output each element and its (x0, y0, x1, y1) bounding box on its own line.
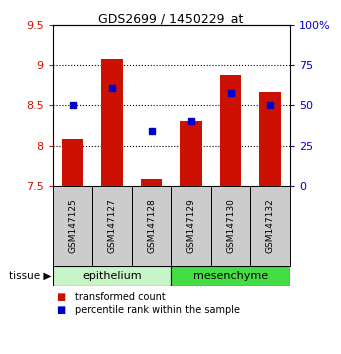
Text: percentile rank within the sample: percentile rank within the sample (75, 305, 240, 315)
FancyBboxPatch shape (211, 186, 250, 266)
Text: GSM147128: GSM147128 (147, 198, 156, 253)
Text: GSM147125: GSM147125 (68, 198, 77, 253)
Bar (101, 59, 123, 186)
Text: GSM147127: GSM147127 (108, 198, 117, 253)
Bar (141, 179, 162, 186)
FancyBboxPatch shape (132, 186, 171, 266)
Bar (259, 92, 281, 186)
Text: GSM147129: GSM147129 (187, 198, 196, 253)
Text: GSM147130: GSM147130 (226, 198, 235, 253)
FancyBboxPatch shape (92, 186, 132, 266)
Text: transformed count: transformed count (75, 292, 166, 302)
Text: GDS2699 / 1450229_at: GDS2699 / 1450229_at (98, 12, 243, 25)
Text: ■: ■ (56, 292, 65, 302)
FancyBboxPatch shape (53, 266, 171, 286)
Text: tissue ▶: tissue ▶ (9, 271, 51, 281)
Bar (180, 121, 202, 186)
Text: epithelium: epithelium (82, 271, 142, 281)
Text: GSM147132: GSM147132 (266, 198, 275, 253)
Text: mesenchyme: mesenchyme (193, 271, 268, 281)
Text: ■: ■ (56, 305, 65, 315)
Bar (220, 75, 241, 186)
FancyBboxPatch shape (171, 266, 290, 286)
FancyBboxPatch shape (171, 186, 211, 266)
FancyBboxPatch shape (250, 186, 290, 266)
Bar (62, 139, 84, 186)
FancyBboxPatch shape (53, 186, 92, 266)
